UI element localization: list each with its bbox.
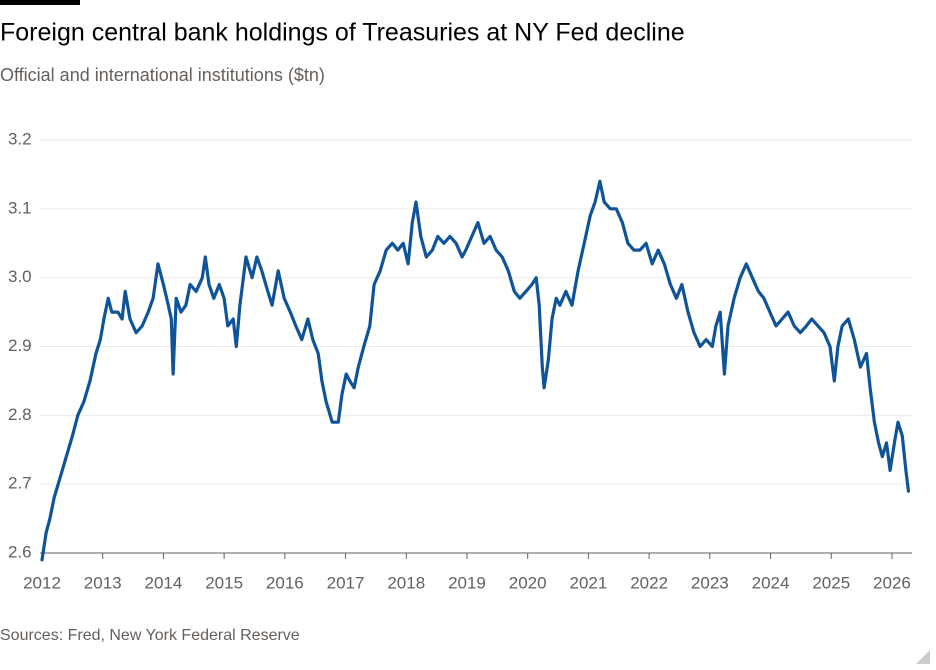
- x-tick-label: 2023: [691, 573, 729, 592]
- y-tick-label: 3.1: [8, 198, 32, 217]
- x-tick-label: 2014: [145, 573, 183, 592]
- x-tick-label: 2025: [812, 573, 850, 592]
- x-tick-label: 2016: [266, 573, 304, 592]
- y-tick-label: 2.7: [8, 474, 32, 493]
- x-tick-label: 2026: [873, 573, 911, 592]
- chart-title: Foreign central bank holdings of Treasur…: [0, 19, 685, 47]
- y-tick-label: 2.8: [8, 405, 32, 424]
- x-tick-label: 2022: [630, 573, 668, 592]
- resize-corner: [916, 650, 930, 664]
- line-series: [40, 179, 910, 562]
- x-tick-label: 2013: [84, 573, 122, 592]
- chart-subtitle: Official and international institutions …: [0, 65, 325, 85]
- y-tick-label: 2.6: [8, 542, 32, 561]
- x-tick-label: 2018: [387, 573, 425, 592]
- x-tick-label: 2017: [327, 573, 365, 592]
- x-tick-label: 2021: [569, 573, 607, 592]
- x-tick-label: 2015: [205, 573, 243, 592]
- source-note: Sources: Fred, New York Federal Reserve: [0, 627, 300, 644]
- y-tick-label: 3.0: [8, 267, 32, 286]
- x-tick-label: 2024: [752, 573, 790, 592]
- brand-bar: [0, 0, 80, 5]
- x-tick-label: 2019: [448, 573, 486, 592]
- x-tick-label: 2012: [23, 573, 61, 592]
- x-tick-label: 2020: [509, 573, 547, 592]
- y-tick-label: 3.2: [8, 129, 32, 148]
- y-tick-label: 2.9: [8, 336, 32, 355]
